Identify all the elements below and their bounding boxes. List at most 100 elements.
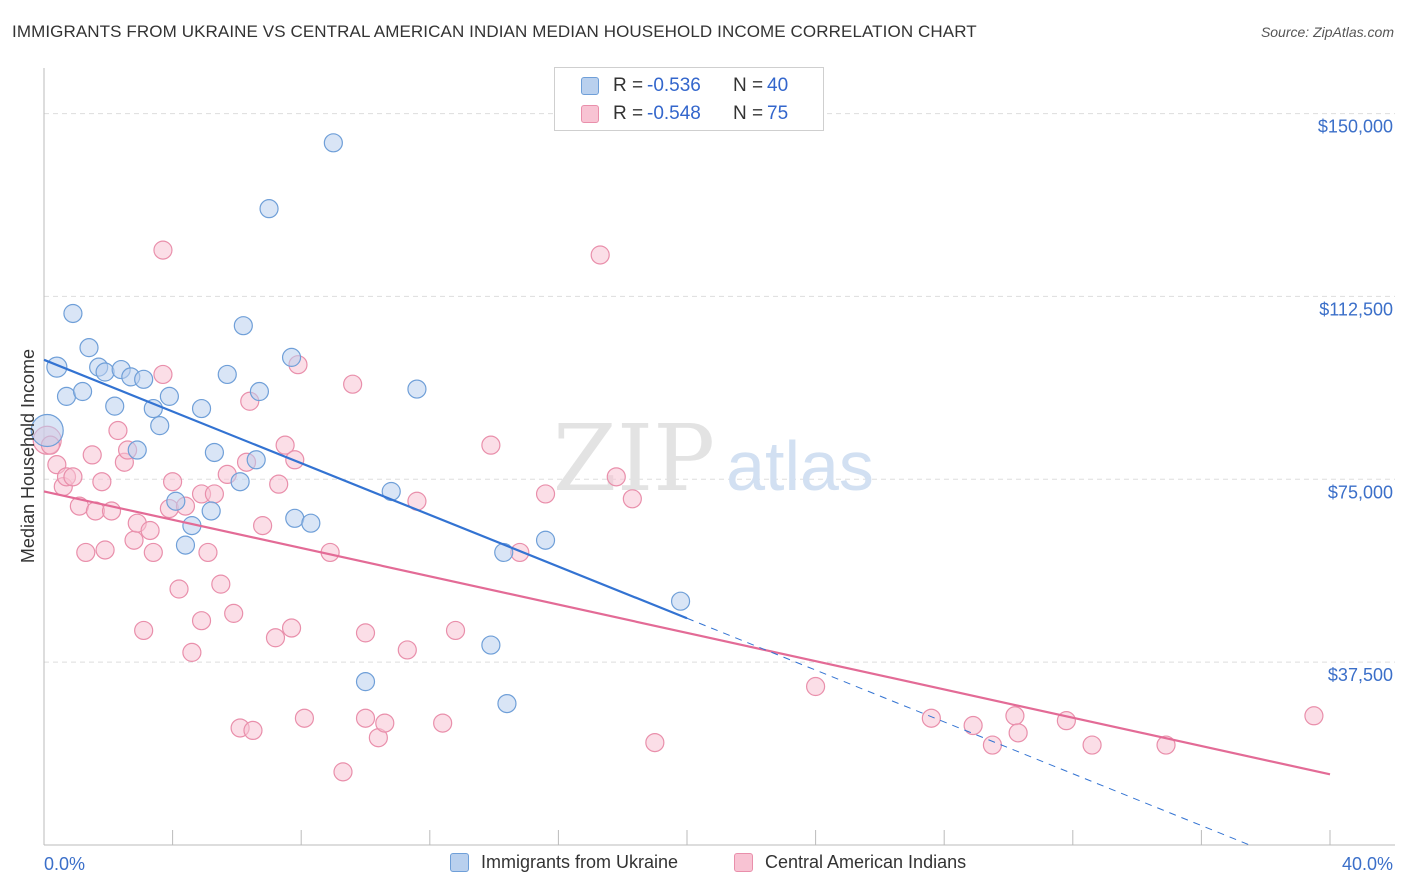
ukraine-point <box>79 338 99 358</box>
y-axis-label: Median Household Income <box>18 349 38 563</box>
x-tick-label: 0.0% <box>44 854 85 874</box>
cai-point <box>333 762 353 782</box>
cai-point <box>198 542 218 563</box>
cai-point <box>375 713 395 733</box>
ukraine-point <box>175 535 196 555</box>
chart-title: IMMIGRANTS FROM UKRAINE VS CENTRAL AMERI… <box>12 22 977 41</box>
n-label: N = <box>733 75 764 96</box>
series-immigrants-from-ukraine <box>30 133 691 714</box>
source-note: Source: ZipAtlas.com <box>1260 24 1394 40</box>
gridlines <box>44 113 1395 663</box>
n-value: 40 <box>767 75 789 96</box>
ukraine-point <box>150 416 170 436</box>
cai-point <box>963 715 983 736</box>
cai-point <box>982 735 1003 755</box>
cai-point <box>191 611 212 631</box>
cai-point <box>265 628 286 648</box>
cai-point <box>108 420 128 441</box>
ukraine-point <box>191 398 212 419</box>
r-value: -0.548 <box>647 103 701 124</box>
y-tick-label: $75,000 <box>1328 482 1393 502</box>
cai-point <box>281 618 302 638</box>
cai-point <box>63 467 83 487</box>
cai-point <box>275 435 295 455</box>
ukraine-point <box>281 347 302 367</box>
ukraine-point <box>481 635 501 655</box>
cai-point <box>163 472 183 492</box>
ukraine-point <box>355 672 376 692</box>
cai-point <box>224 603 244 623</box>
ukraine-point <box>407 379 427 399</box>
cai-point <box>294 708 315 728</box>
cai-point <box>253 516 273 536</box>
ukraine-swatch <box>450 853 469 872</box>
cai-point <box>606 467 626 487</box>
ukraine-point <box>204 442 224 463</box>
watermark: ZIP atlas <box>553 405 874 512</box>
ukraine-point <box>143 398 163 419</box>
ukraine-point <box>201 501 221 521</box>
ukraine-trend-line <box>43 358 688 620</box>
cai-point <box>397 640 417 660</box>
ukraine-point <box>259 199 279 219</box>
correlation-legend: R = -0.536 N = 40 R = -0.548 N = 75 <box>554 67 824 131</box>
cai-point <box>182 642 202 662</box>
tick-labels: $37,500 $75,000 $112,500 $150,000 0.0% 40.0% <box>44 117 1393 874</box>
ukraine-point <box>230 472 250 492</box>
cai-point <box>622 489 642 509</box>
cai-point <box>269 474 289 494</box>
cai-point <box>169 579 189 599</box>
cai-point <box>95 540 115 560</box>
ukraine-point <box>72 381 93 402</box>
cai-swatch <box>581 105 599 123</box>
ukraine-point <box>30 413 64 448</box>
cai-point <box>355 708 376 728</box>
cai-swatch <box>734 853 753 872</box>
cai-point <box>124 530 144 550</box>
r-label: R = <box>613 75 644 96</box>
cai-point <box>1156 735 1176 755</box>
legend-item-ukraine[interactable]: Immigrants from Ukraine <box>450 852 678 873</box>
legend-row-ukraine: R = -0.536 N = 40 <box>555 74 788 98</box>
ukraine-point <box>134 369 154 389</box>
cai-point <box>204 484 224 504</box>
ukraine-point <box>217 364 237 385</box>
watermark-atlas: atlas <box>726 427 874 505</box>
ukraine-point <box>159 386 179 406</box>
cai-point <box>76 542 96 563</box>
series-central-american-indians <box>32 240 1324 782</box>
ukraine-point <box>233 316 253 336</box>
ukraine-point <box>246 450 266 470</box>
ukraine-point <box>670 591 691 611</box>
cai-point <box>82 445 102 465</box>
ukraine-point <box>285 508 305 528</box>
legend-item-cai[interactable]: Central American Indians <box>734 852 966 873</box>
cai-point <box>1008 723 1028 743</box>
cai-point <box>343 374 363 394</box>
cai-point <box>805 676 826 697</box>
cai-point <box>153 240 173 260</box>
cai-point <box>153 364 173 385</box>
series-legend: Immigrants from Ukraine Central American… <box>0 852 1406 878</box>
n-value: 75 <box>767 103 789 124</box>
cai-point <box>535 484 556 504</box>
cai-point <box>134 620 154 641</box>
ukraine-trend-extension <box>686 617 1250 846</box>
cai-point <box>243 720 263 741</box>
cai-point <box>355 623 376 643</box>
cai-point <box>211 574 231 594</box>
ukraine-point <box>301 513 321 533</box>
cai-point <box>1082 735 1102 755</box>
cai-point <box>1304 706 1324 726</box>
legend-label-cai: Central American Indians <box>765 852 967 872</box>
cai-point <box>590 245 610 265</box>
ukraine-point <box>249 381 270 402</box>
cai-trend-line <box>43 490 1331 776</box>
cai-point <box>92 472 112 492</box>
x-tick-label: 40.0% <box>1342 854 1393 874</box>
legend-row-cai: R = -0.548 N = 75 <box>555 102 788 126</box>
cai-point <box>1005 706 1025 726</box>
axes <box>43 68 1395 846</box>
ukraine-point <box>497 693 517 714</box>
